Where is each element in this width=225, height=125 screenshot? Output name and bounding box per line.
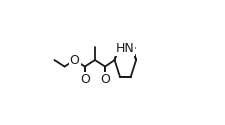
Text: O: O bbox=[80, 73, 90, 86]
Text: O: O bbox=[70, 54, 80, 66]
Text: HN: HN bbox=[116, 42, 134, 55]
Text: O: O bbox=[100, 73, 110, 86]
